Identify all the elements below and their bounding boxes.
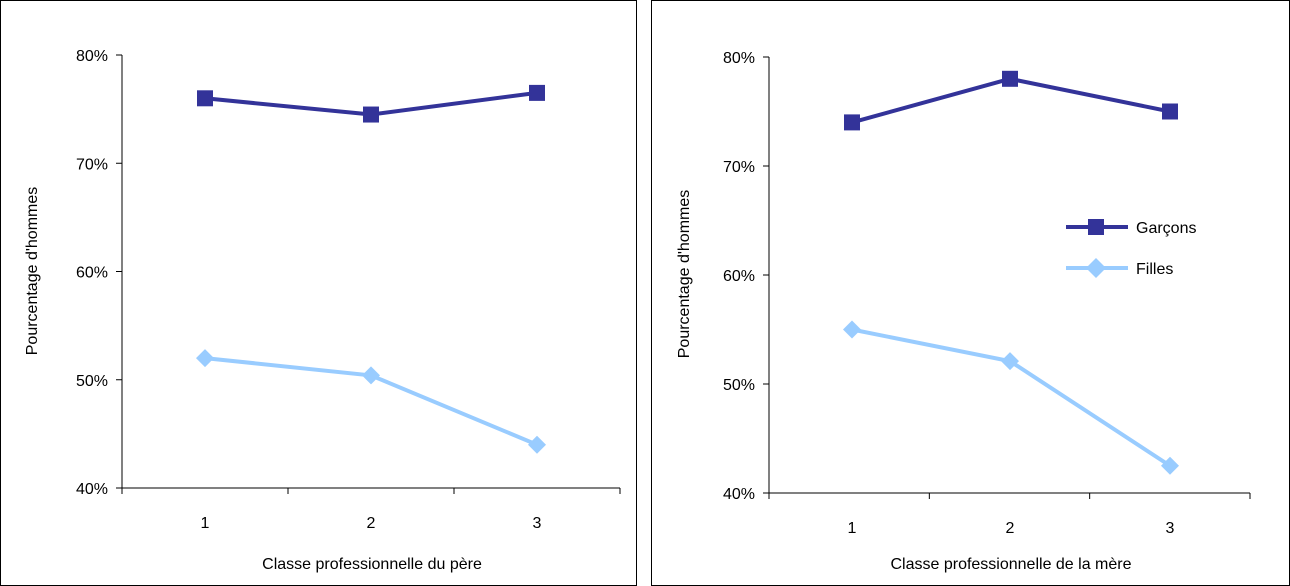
x-tick-label: 3: [533, 515, 542, 532]
y-tick-label: 60%: [723, 268, 755, 285]
x-tick-label: 1: [848, 520, 857, 537]
series-group: [843, 70, 1179, 475]
axes: [763, 56, 1251, 499]
legend-marker-square: [1088, 219, 1104, 235]
y-tick-label: 50%: [76, 373, 108, 390]
y-tick-label: 80%: [76, 48, 108, 65]
x-tick-label: 3: [1166, 520, 1175, 537]
y-axis-label: Pourcentage d'hommes: [24, 187, 41, 355]
data-point-garcons: [363, 106, 379, 123]
data-point-filles: [1001, 352, 1019, 371]
data-point-filles: [528, 435, 546, 454]
x-tick-label: 1: [201, 515, 210, 532]
data-point-filles: [1161, 456, 1179, 475]
series-group: [196, 84, 546, 454]
legend-label-garcons: Garçons: [1136, 220, 1196, 237]
y-tick-label: 60%: [76, 265, 108, 282]
y-tick-labels: 40% 50% 60% 70% 80%: [723, 50, 755, 503]
y-tick-label: 50%: [723, 377, 755, 394]
data-point-filles: [362, 366, 380, 385]
legend-marker-diamond: [1086, 258, 1106, 278]
y-tick-label: 40%: [723, 486, 755, 503]
data-point-filles: [196, 349, 214, 368]
chart-panel-father: 40% 50% 60% 70% 80% 1 2 3 Classe professionnel…: [0, 0, 637, 586]
y-tick-label: 70%: [723, 159, 755, 176]
x-axis-label: Classe professionnelle de la mère: [890, 556, 1131, 573]
data-point-garcons: [529, 84, 545, 101]
x-tick-label: 2: [1006, 520, 1015, 537]
y-tick-label: 80%: [723, 50, 755, 67]
data-point-filles: [843, 320, 861, 339]
data-point-garcons: [1002, 70, 1018, 87]
x-tick-labels: 1 2 3: [848, 520, 1175, 537]
chart-border: [651, 0, 1290, 586]
x-tick-label: 2: [367, 515, 376, 532]
chart-mother-svg: 40% 50% 60% 70% 80% 1 2 3 Garçons Filles Class…: [651, 0, 1290, 586]
chart-father-svg: 40% 50% 60% 70% 80% 1 2 3 Classe professionnel…: [0, 0, 637, 586]
axes: [116, 54, 621, 494]
y-axis-label: Pourcentage d'hommes: [676, 190, 693, 358]
data-point-garcons: [1162, 103, 1178, 120]
x-axis-label: Classe professionnelle du père: [262, 556, 482, 573]
legend: Garçons Filles: [1066, 219, 1196, 278]
chart-panel-mother: 40% 50% 60% 70% 80% 1 2 3 Garçons Filles Class…: [651, 0, 1290, 586]
x-tick-labels: 1 2 3: [201, 515, 542, 532]
data-point-garcons: [197, 90, 213, 107]
y-tick-labels: 40% 50% 60% 70% 80%: [76, 48, 108, 498]
legend-label-filles: Filles: [1136, 261, 1173, 278]
data-point-garcons: [844, 114, 860, 131]
y-tick-label: 40%: [76, 481, 108, 498]
y-tick-label: 70%: [76, 156, 108, 173]
